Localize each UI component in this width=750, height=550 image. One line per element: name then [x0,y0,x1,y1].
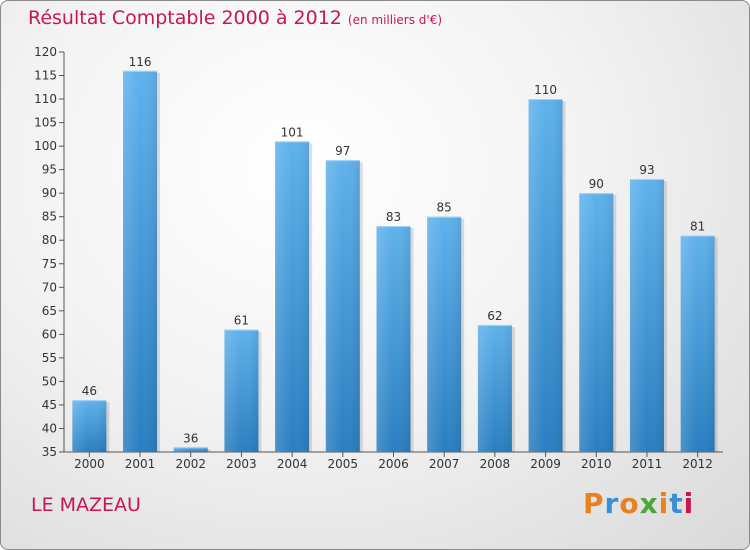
data-label: 62 [487,309,502,323]
logo-letter: r [604,487,620,520]
bar-shine [477,324,512,452]
y-tick-label: 55 [42,351,57,365]
data-label: 93 [639,163,654,177]
logo-letter: t [669,487,684,520]
data-label: 97 [335,144,350,158]
bar-shine [376,226,411,452]
chart-title: Résultat Comptable 2000 à 2012 (en millie… [28,7,442,29]
bar-shine [680,235,715,452]
y-tick-label: 70 [42,280,57,294]
chart-title-text: Résultat Comptable 2000 à 2012 [28,7,342,29]
y-tick-label: 40 [42,421,57,435]
y-tick-label: 60 [42,327,57,341]
logo-letter: x [639,487,659,520]
x-tick-label: 2009 [530,457,561,471]
proxiti-logo[interactable]: Proxiti [583,487,694,520]
y-tick-label: 50 [42,374,57,388]
x-tick-label: 2008 [480,457,511,471]
bar-shine [173,447,208,452]
data-label: 110 [534,83,557,97]
x-tick-label: 2012 [682,457,713,471]
x-tick-label: 2000 [74,457,105,471]
y-tick-label: 100 [34,139,57,153]
x-tick-label: 2007 [429,457,460,471]
commune-name: LE MAZEAU [31,494,141,516]
bar-shine [275,141,310,453]
logo-letter: o [619,487,640,520]
y-tick-label: 120 [34,45,57,59]
data-label: 116 [129,55,152,69]
bar-shine [528,99,563,452]
bars [72,70,718,453]
x-tick-label: 2003 [226,457,257,471]
data-label: 83 [386,210,401,224]
data-label: 101 [281,125,304,139]
bar-shine [629,179,664,452]
y-tick-label: 110 [34,92,57,106]
y-tick-label: 95 [42,163,57,177]
bar-shine [427,216,462,452]
y-tick-label: 65 [42,304,57,318]
x-tick-label: 2001 [125,457,156,471]
y-tick-label: 115 [34,69,57,83]
y-tick-label: 35 [42,445,57,459]
bar-shine [579,193,614,453]
data-label: 85 [437,201,452,215]
bar-shine [325,160,360,452]
data-label: 46 [82,384,97,398]
x-tick-label: 2004 [277,457,308,471]
y-tick-label: 80 [42,233,57,247]
x-tick-label: 2006 [378,457,409,471]
x-tick-label: 2005 [328,457,359,471]
x-tick-label: 2010 [581,457,612,471]
data-label: 61 [234,314,249,328]
data-label: 36 [183,431,198,445]
logo-letter: P [583,487,605,520]
logo-letter: i [658,487,670,520]
data-label: 81 [690,220,705,234]
data-label: 90 [589,177,604,191]
y-tick-label: 45 [42,398,57,412]
bar-shine [224,329,259,452]
logo-letter: i [683,487,695,520]
bar-shine [123,70,158,452]
y-tick-label: 90 [42,186,57,200]
data-labels: 46 116 36 61 101 97 83 85 62 110 90 93 81 [82,55,706,445]
y-tick-label: 85 [42,210,57,224]
x-tick-label: 2002 [175,457,206,471]
y-tick-label: 105 [34,116,57,130]
chart-subtitle: (en milliers d'€) [347,13,443,27]
x-tick-label: 2011 [632,457,663,471]
bar-shine [72,400,107,452]
y-tick-label: 75 [42,257,57,271]
